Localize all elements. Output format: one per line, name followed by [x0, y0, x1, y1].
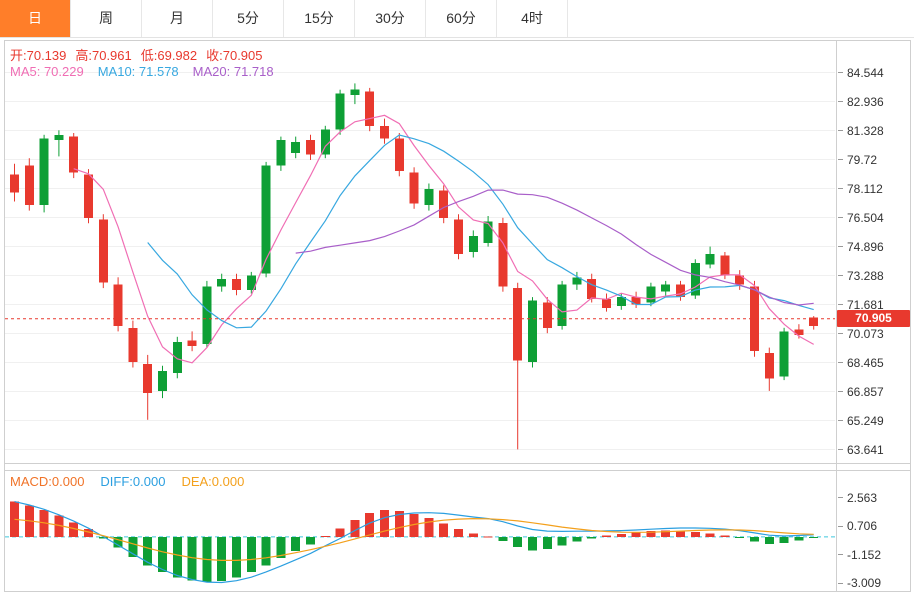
price-axis-label: 84.544 [838, 65, 884, 81]
macd-chart-area[interactable] [5, 471, 835, 591]
price-axis-label: 68.465 [838, 355, 884, 371]
tab-4时[interactable]: 4时 [497, 0, 568, 37]
tab-5分[interactable]: 5分 [213, 0, 284, 37]
main-macd-separator-bottom [4, 470, 911, 471]
price-axis-label: 76.504 [838, 210, 884, 226]
high-value: 高:70.961 [75, 48, 132, 63]
period-tabbar: 日周月 5分 15分 30分 60分 4时 [0, 0, 914, 38]
macd-axis-label: 2.563 [838, 490, 877, 506]
ma5-info: MA5: 70.229 [10, 64, 84, 79]
open-value: 开:70.139 [10, 48, 67, 63]
ma-info-line: MA5: 70.229 MA10: 71.578 MA20: 71.718 [10, 64, 288, 79]
frame-bottom-line [4, 591, 911, 592]
frame-left-line [4, 40, 5, 592]
close-value: 收:70.905 [206, 48, 263, 63]
price-axis-label: 70.073 [838, 326, 884, 342]
ma20-info: MA20: 71.718 [192, 64, 274, 79]
dea-value: DEA:0.000 [181, 474, 245, 489]
frame-top-line [4, 40, 911, 41]
macd-axis-label: -3.009 [838, 575, 881, 591]
main-chart-area[interactable] [5, 41, 835, 462]
tab-30分[interactable]: 30分 [355, 0, 426, 37]
price-axis-label: 65.249 [838, 413, 884, 429]
price-axis-label: 78.112 [838, 181, 883, 197]
diff-value: DIFF:0.000 [100, 474, 166, 489]
tab-周[interactable]: 周 [71, 0, 142, 37]
low-value: 低:69.982 [140, 48, 198, 63]
price-axis-label: 82.936 [838, 94, 884, 110]
tab-日[interactable]: 日 [0, 0, 71, 37]
price-axis-label: 73.288 [838, 268, 884, 284]
price-axis-label: 71.681 [838, 297, 884, 313]
ma10-info: MA10: 71.578 [97, 64, 179, 79]
macd-axis-label: -1.152 [838, 547, 881, 563]
tab-60分[interactable]: 60分 [426, 0, 497, 37]
macd-info-line: MACD:0.000 DIFF:0.000 DEA:0.000 [10, 474, 260, 489]
macd-axis-label: 0.706 [838, 518, 877, 534]
frame-right-line [910, 40, 911, 592]
price-axis-label: 81.328 [838, 123, 884, 139]
ohlc-info-line: 开:70.139 高:70.961 低:69.982 收:70.905 [10, 45, 272, 64]
current-price-tag: 70.905 [837, 310, 910, 328]
price-axis-label: 66.857 [838, 384, 884, 400]
tab-15分[interactable]: 15分 [284, 0, 355, 37]
price-axis-label: 63.641 [838, 442, 884, 458]
macd-value: MACD:0.000 [10, 474, 85, 489]
price-axis-label: 79.72 [838, 152, 877, 168]
price-axis-label: 74.896 [838, 239, 884, 255]
axis-separator-line [836, 40, 837, 592]
main-macd-separator-top [4, 463, 911, 464]
tab-月[interactable]: 月 [142, 0, 213, 37]
